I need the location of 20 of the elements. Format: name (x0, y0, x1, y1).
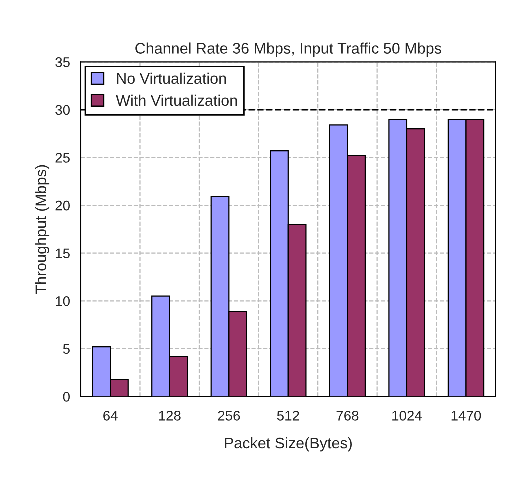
x-tick-label: 1024 (392, 410, 422, 421)
x-tick-label: 256 (218, 410, 240, 421)
chart-title: Channel Rate 36 Mbps, Input Traffic 50 Mbps (136, 42, 442, 57)
x-tick-label: 128 (159, 410, 181, 421)
y-tick-label: 30 (56, 105, 70, 116)
y-tick-label: 5 (63, 344, 70, 354)
x-tick-label: 64 (104, 410, 118, 421)
y-tick-label: 15 (56, 248, 70, 259)
x-tick-label: 512 (277, 410, 300, 421)
y-tick-label: 25 (56, 153, 70, 163)
y-tick-label: 35 (56, 57, 70, 68)
y-tick-label: 20 (56, 200, 70, 211)
legend-label: With Virtualization (116, 94, 238, 106)
y-tick-label: 10 (56, 296, 70, 306)
y-axis-title: Throughput (Mbps) (35, 165, 50, 294)
y-tick-label: 0 (63, 392, 70, 402)
x-tick-label: 1470 (452, 410, 482, 421)
x-axis-title: Packet Size(Bytes) (225, 437, 352, 452)
x-tick-label: 768 (336, 410, 359, 421)
legend-label: No Virtualization (117, 72, 226, 84)
